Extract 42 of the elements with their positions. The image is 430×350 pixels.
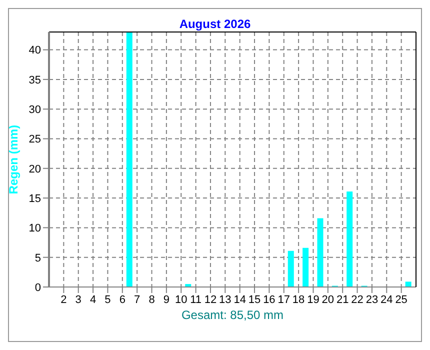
x-tick-label: 2: [60, 294, 67, 306]
y-tick-label: 25: [28, 134, 41, 146]
x-tick-label: 23: [366, 294, 378, 306]
bar: [346, 192, 353, 287]
y-tick-label: 30: [28, 104, 41, 116]
x-tick-label: 25: [395, 294, 408, 306]
x-tick-label: 21: [336, 294, 349, 306]
x-tick-label: 9: [163, 294, 170, 306]
x-tick-label: 22: [351, 294, 364, 306]
y-axis-title: Regen (mm): [6, 124, 20, 194]
x-tick-label: 24: [380, 294, 393, 306]
y-tick-label: 10: [28, 222, 41, 235]
y-tick-label: 0: [34, 282, 41, 294]
x-tick-label: 19: [307, 294, 320, 306]
y-tick-label: 15: [28, 192, 41, 205]
y-tick-label: 20: [28, 163, 41, 176]
chart-title: August 2026: [178, 17, 252, 31]
x-tick-label: 12: [204, 294, 217, 306]
x-axis-title: Gesamt: 85,50 mm: [181, 308, 284, 322]
y-tick-label: 40: [28, 44, 41, 57]
x-tick-label: 4: [90, 294, 96, 306]
bar: [405, 282, 412, 287]
x-tick-label: 3: [75, 294, 82, 306]
x-tick-label: 10: [174, 294, 188, 306]
y-tick-label: 35: [28, 74, 41, 86]
x-tick-label: 18: [292, 294, 305, 306]
x-tick-label: 7: [134, 294, 140, 306]
x-tick-label: 14: [234, 294, 246, 306]
bar: [317, 218, 324, 287]
y-tick-label: 5: [34, 252, 41, 264]
x-tick-label: 13: [219, 294, 232, 306]
x-tick-label: 5: [104, 294, 111, 306]
bar: [126, 32, 132, 287]
x-tick-label: 17: [278, 294, 290, 306]
x-tick-label: 8: [148, 294, 155, 306]
x-tick-label: 16: [263, 294, 276, 306]
bar: [288, 250, 294, 287]
bar: [302, 248, 309, 287]
x-tick-label: 6: [119, 294, 126, 306]
x-tick-label: 20: [322, 294, 334, 306]
x-tick-label: 11: [190, 294, 202, 306]
x-tick-label: 15: [248, 294, 261, 306]
